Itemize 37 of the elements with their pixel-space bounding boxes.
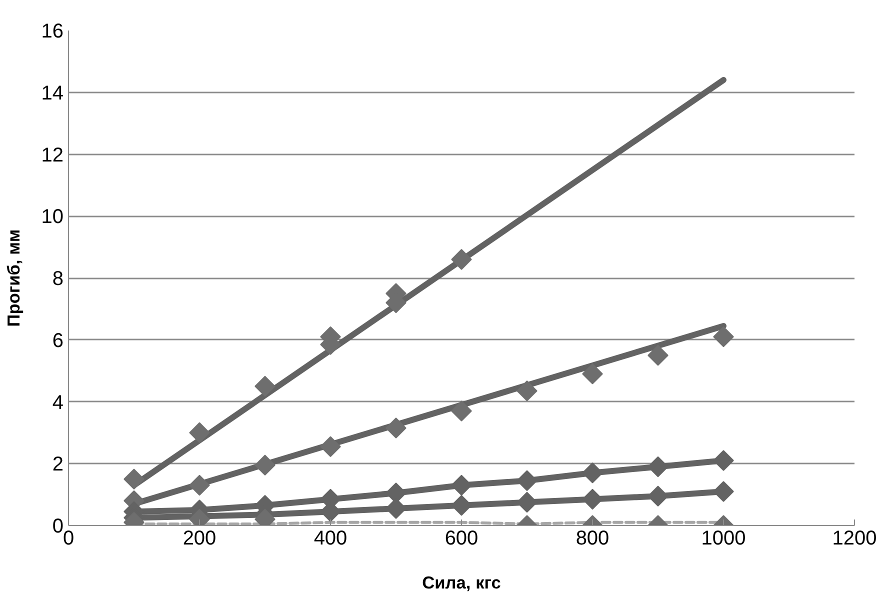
x-tick-label: 1000 [701, 528, 746, 550]
point [516, 380, 538, 402]
point [254, 454, 276, 476]
x-tick-label: 600 [444, 528, 478, 550]
point [451, 474, 472, 496]
point [713, 481, 734, 502]
point [648, 344, 668, 366]
point [189, 422, 210, 444]
y-tick-label: 4 [52, 392, 64, 414]
y-tick-label: 6 [52, 330, 64, 352]
point [582, 462, 603, 484]
y-tick-label: 8 [52, 268, 64, 290]
x-tick-label: 1200 [832, 528, 877, 550]
point [124, 468, 144, 490]
point [516, 492, 538, 513]
point [254, 376, 276, 397]
point [713, 326, 734, 348]
y-tick-label: 12 [41, 144, 64, 166]
x-tick-label: 200 [182, 528, 216, 550]
y-tick-label: 10 [41, 206, 64, 228]
point [189, 474, 210, 496]
point [582, 364, 603, 384]
y-tick-label: 16 [41, 20, 64, 42]
y-axis-title: Прогиб, мм [3, 229, 24, 327]
point [713, 450, 734, 471]
point [582, 488, 603, 510]
point [648, 456, 668, 478]
x-axis-title: Сила, кгс [422, 572, 502, 592]
point [516, 470, 538, 492]
y-tick-label: 2 [52, 454, 64, 476]
point [320, 436, 341, 458]
x-tick-label: 400 [314, 528, 348, 550]
point [451, 400, 472, 422]
y-tick-label: 14 [41, 82, 64, 104]
point [386, 418, 406, 438]
point [451, 249, 472, 270]
x-tick-label: 800 [576, 528, 610, 550]
